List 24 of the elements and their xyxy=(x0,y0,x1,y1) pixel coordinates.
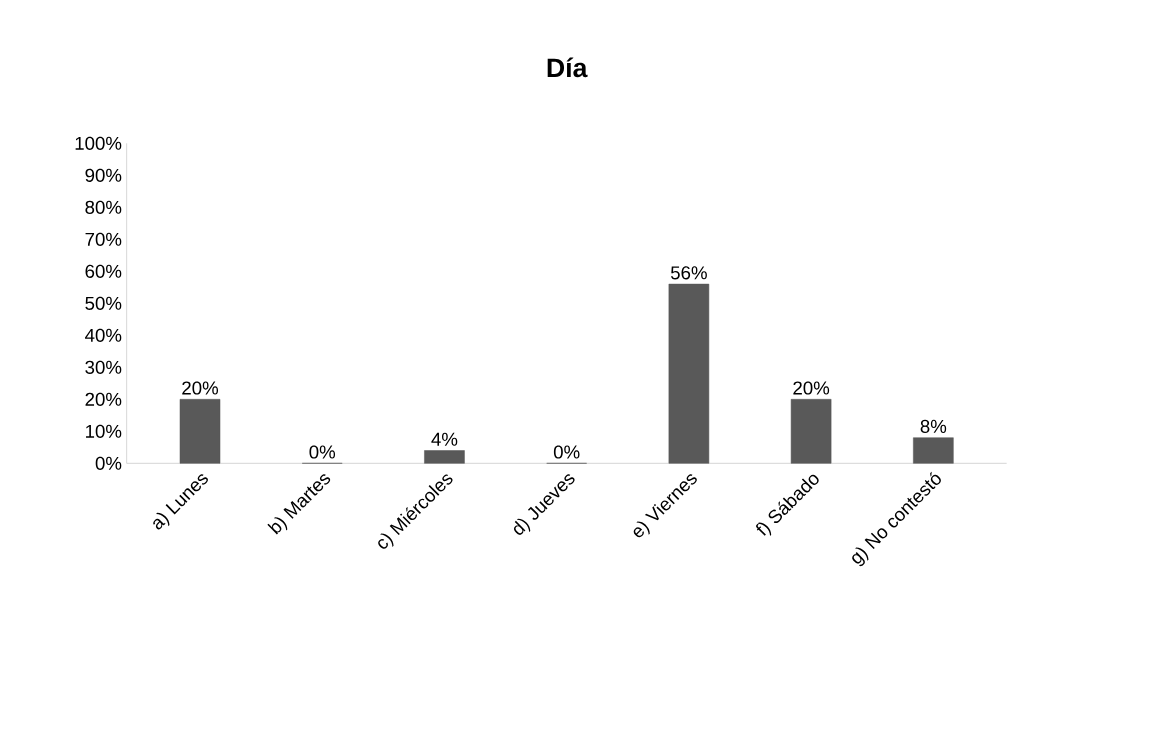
y-tick-label: 60% xyxy=(85,264,122,278)
bar xyxy=(790,399,832,464)
y-tick-label: 20% xyxy=(85,392,122,406)
y-tick-label: 0% xyxy=(95,456,122,470)
bar xyxy=(424,450,465,464)
y-tick-label: 30% xyxy=(85,360,122,374)
y-tick-label: 70% xyxy=(85,232,122,246)
chart-title: Día xyxy=(547,57,588,78)
data-label: 20% xyxy=(793,381,830,395)
y-tick-label: 10% xyxy=(86,424,122,438)
data-label: 4% xyxy=(431,432,458,446)
bar xyxy=(668,283,710,464)
data-label: 0% xyxy=(553,445,580,459)
y-tick-label: 80% xyxy=(85,200,122,214)
y-tick-label: 40% xyxy=(85,328,122,342)
data-label: 8% xyxy=(920,419,947,434)
bar xyxy=(913,437,954,464)
data-label: 20% xyxy=(182,381,219,395)
y-tick-label: 100% xyxy=(75,136,122,150)
bar xyxy=(179,399,221,464)
y-tick-label: 90% xyxy=(85,168,122,182)
data-label: 0% xyxy=(309,445,336,459)
data-label: 56% xyxy=(670,266,707,280)
y-tick-label: 50% xyxy=(85,296,122,310)
